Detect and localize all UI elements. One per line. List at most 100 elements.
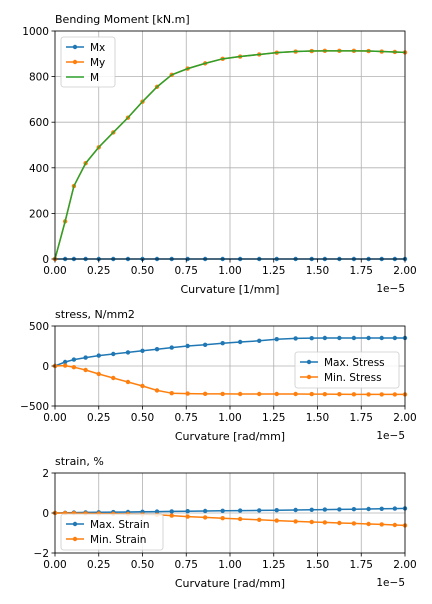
data-point (140, 383, 145, 389)
x-tick-label: 1.50 (306, 265, 329, 277)
data-point (379, 522, 384, 527)
x-tick-label: 0.00 (43, 559, 66, 571)
data-point (257, 338, 262, 343)
data-point (274, 337, 279, 342)
data-point (366, 506, 371, 512)
data-point (237, 508, 243, 513)
x-tick-label: 2.00 (393, 559, 416, 571)
x-axis-label: Curvature [1/mm] (181, 283, 280, 296)
x-tick-label: 0.00 (43, 412, 66, 424)
legend-label: My (90, 57, 105, 69)
y-tick-label: −2 (34, 548, 49, 560)
x-tick-label: 0.75 (175, 559, 198, 571)
legend-label: Mx (90, 42, 105, 54)
x-tick-label: 1.75 (350, 559, 373, 571)
data-point (322, 391, 328, 397)
data-point (293, 391, 298, 397)
data-point (237, 516, 243, 522)
y-tick-label: 400 (29, 163, 49, 175)
data-point (309, 507, 314, 512)
chart-panel-3: 0.00 0.25 0.50 0.75 1.00 1.25 1.50 1.75 2.00 −2 0 2… (34, 455, 417, 590)
x-tick-label: 0.75 (175, 265, 198, 277)
x-tick-label: 0.75 (175, 412, 198, 424)
data-point (154, 388, 160, 393)
data-point (185, 514, 190, 519)
data-point (309, 335, 314, 341)
data-point (96, 371, 101, 377)
y-tick-label: 800 (29, 72, 49, 84)
legend-box (60, 36, 116, 88)
data-point (220, 508, 225, 513)
x-tick-label: 2.00 (393, 412, 416, 424)
data-point (293, 519, 298, 524)
legend-marker (72, 521, 78, 527)
data-point (379, 506, 384, 511)
x-tick-label: 1.00 (218, 559, 241, 571)
x-tick-label: 2.00 (393, 265, 416, 277)
x-axis-label: Curvature [rad/mm] (175, 577, 285, 590)
data-point (379, 335, 384, 341)
legend: Max. Strain Min. Strain (60, 513, 164, 551)
data-point (62, 359, 68, 365)
x-tick-label: 1.00 (218, 412, 241, 424)
data-point (220, 516, 225, 521)
data-point (309, 519, 314, 525)
data-point (169, 509, 174, 514)
legend-marker (72, 59, 78, 65)
data-point (71, 357, 77, 362)
y-tick-label: −500 (20, 401, 49, 413)
data-point (293, 507, 298, 513)
data-point (237, 391, 243, 397)
chart-title: strain, % (55, 455, 104, 468)
data-point (111, 351, 116, 357)
x-tick-label: 1.25 (262, 559, 285, 571)
data-point (62, 363, 68, 368)
data-point (274, 508, 279, 513)
x-axis-offset-label: 1e−5 (376, 283, 405, 295)
data-point (351, 507, 357, 512)
data-point (111, 375, 116, 381)
x-tick-label: 0.25 (87, 559, 110, 571)
data-point (293, 336, 298, 341)
legend-box (60, 513, 164, 551)
legend-label: Min. Strain (90, 534, 146, 546)
y-tick-label: 200 (29, 208, 49, 220)
data-point (185, 391, 190, 396)
x-tick-label: 1.50 (306, 412, 329, 424)
data-point (337, 392, 342, 397)
data-point (202, 342, 208, 347)
data-point (274, 518, 279, 523)
data-point (351, 392, 357, 397)
legend-label: Max. Stress (324, 357, 385, 369)
data-point (257, 517, 262, 522)
chart-panel-1: 0.00 0.25 0.50 0.75 1.00 1.25 1.50 1.75 2.00 0 200… (22, 13, 416, 296)
data-point (185, 509, 190, 514)
data-point (337, 335, 342, 341)
data-point (71, 365, 77, 370)
data-point (202, 508, 208, 514)
chart-title: Bending Moment [kN.m] (55, 13, 190, 26)
x-tick-label: 1.00 (218, 265, 241, 277)
legend-label: M (90, 72, 99, 84)
data-point (202, 391, 208, 397)
y-tick-label: 600 (29, 117, 49, 129)
legend: Max. Stress Min. Stress (294, 351, 400, 389)
x-tick-label: 0.50 (131, 559, 154, 571)
data-point (274, 391, 279, 397)
data-point (379, 392, 384, 397)
data-point (169, 513, 174, 518)
legend-marker (306, 359, 312, 365)
data-point (169, 391, 174, 396)
data-point (125, 350, 131, 355)
legend-marker (306, 374, 312, 380)
data-point (257, 508, 262, 513)
data-point (337, 507, 342, 512)
y-tick-label: 2 (42, 468, 49, 480)
y-tick-label: 500 (29, 321, 49, 333)
data-point (154, 347, 160, 352)
data-point (83, 367, 88, 373)
x-axis-label: Curvature [rad/mm] (175, 430, 285, 443)
data-point (351, 521, 357, 526)
legend-box (294, 351, 400, 389)
